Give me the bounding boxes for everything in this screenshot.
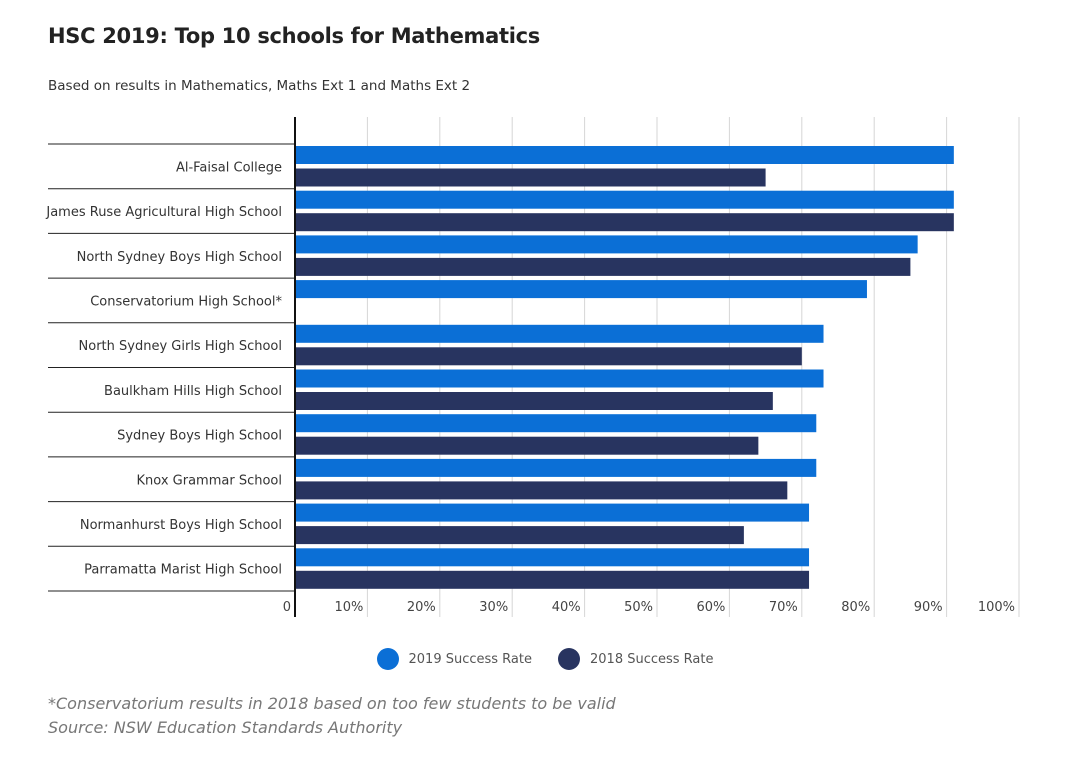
- bar-2019: [295, 548, 810, 567]
- legend-label-2019: 2019 Success Rate: [408, 651, 533, 667]
- bar-2018: [295, 213, 954, 232]
- bar-2018: [295, 392, 773, 410]
- x-tick-label: 20%: [407, 600, 436, 615]
- category-label: North Sydney Girls High School: [79, 339, 282, 354]
- category-label: Sydney Boys High School: [117, 429, 282, 444]
- chart-subtitle: Based on results in Mathematics, Maths E…: [48, 78, 471, 94]
- bar-2019: [295, 190, 954, 209]
- x-tick-label: 90%: [914, 600, 943, 615]
- x-tick-label: 0: [283, 600, 291, 615]
- x-tick-label: 60%: [696, 600, 725, 615]
- category-label: Knox Grammar School: [137, 473, 282, 488]
- bar-2018: [295, 526, 744, 545]
- bar-2019: [295, 458, 817, 477]
- bar-chart: 0 10% 20% 30% 40% 50% 60% 70% 80% 90% 100% Al-Faisa…: [45, 117, 1020, 617]
- legend-swatch-2018: [558, 648, 580, 670]
- source-note: Source: NSW Education Standards Authorit…: [48, 718, 403, 737]
- x-tick-label: 40%: [552, 600, 581, 615]
- x-tick-label: 10%: [334, 600, 363, 615]
- x-tick-label: 30%: [479, 600, 508, 615]
- bar-2018: [295, 257, 911, 276]
- category-label: Normanhurst Boys High School: [80, 518, 282, 533]
- bar-2018: [295, 436, 759, 455]
- category-label: James Ruse Agricultural High School: [45, 205, 282, 220]
- bar-2018: [295, 570, 810, 589]
- category-label: Al-Faisal College: [176, 160, 282, 175]
- legend-item-2019[interactable]: 2019 Success Rate: [376, 648, 533, 670]
- bar-2019: [295, 235, 918, 254]
- bar-2019: [295, 324, 824, 343]
- x-tick-label: 70%: [769, 600, 798, 615]
- category-label: Conservatorium High School*: [90, 294, 282, 309]
- category-label: Baulkham Hills High School: [104, 384, 282, 399]
- x-tick-label: 80%: [841, 600, 870, 615]
- bar-2018: [295, 168, 766, 187]
- x-tick-label: 50%: [624, 600, 653, 615]
- category-label: Parramatta Marist High School: [84, 563, 282, 578]
- legend-label-2018: 2018 Success Rate: [590, 651, 714, 667]
- legend: 2019 Success Rate 2018 Success Rate: [0, 648, 1090, 670]
- legend-swatch-2019: [376, 648, 399, 670]
- bar-2019: [295, 146, 954, 164]
- x-tick-label: 100%: [978, 600, 1015, 615]
- chart-title: HSC 2019: Top 10 schools for Mathematics: [48, 24, 540, 48]
- bar-2019: [295, 280, 867, 299]
- bar-2019: [295, 414, 817, 433]
- category-label: North Sydney Boys High School: [77, 250, 282, 265]
- bar-2018: [295, 481, 788, 500]
- bar-2018: [295, 347, 802, 366]
- footnote: *Conservatorium results in 2018 based on…: [48, 694, 616, 713]
- bar-2019: [295, 503, 810, 522]
- bar-2019: [295, 369, 824, 388]
- legend-item-2018[interactable]: 2018 Success Rate: [558, 648, 714, 670]
